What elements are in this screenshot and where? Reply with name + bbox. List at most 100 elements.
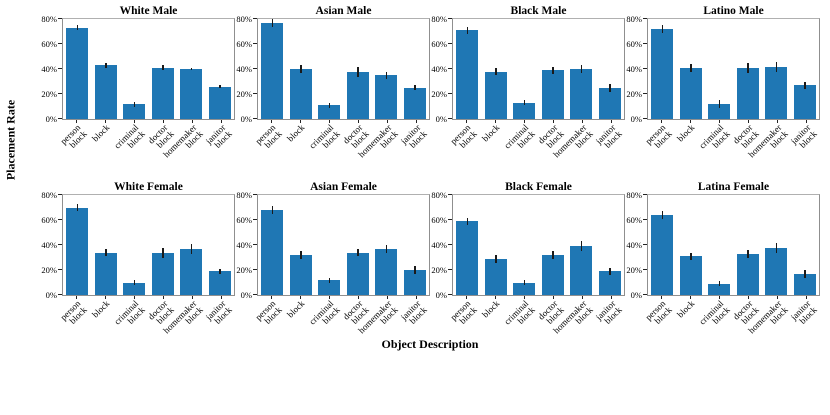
plot-row: 0% 20% 40% 60% 80% [430, 190, 625, 299]
x-tick-mark [329, 296, 331, 299]
y-tick-mark [643, 18, 647, 19]
error-bar [661, 25, 663, 33]
bar-slot [734, 195, 763, 295]
y-tick-mark [643, 93, 647, 94]
bar-slot [453, 19, 482, 119]
chart-title: Black Male [510, 5, 567, 17]
y-tick-label: 80% [626, 13, 642, 24]
bar-slot [539, 19, 568, 119]
y-tick-label: 80% [41, 189, 57, 200]
error-bar [105, 248, 107, 257]
error-bar [271, 19, 273, 27]
chart-title: Asian Female [310, 181, 377, 193]
plot-row: 0% 20% 40% 60% 80% [40, 14, 235, 123]
y-tick-label: 40% [236, 63, 252, 74]
y-tick-label: 0% [435, 113, 447, 124]
x-tick-mark [747, 296, 749, 299]
bar [375, 71, 398, 119]
y-tick-label: 40% [41, 239, 57, 250]
bar [208, 268, 231, 295]
bar [403, 266, 426, 295]
error-bar [357, 248, 359, 257]
y-tick-label: 40% [236, 239, 252, 250]
y-tick-mark [448, 244, 452, 245]
bar [679, 64, 702, 119]
y-tick-mark [448, 93, 452, 94]
chart-title: Latino Male [703, 5, 764, 17]
y-tick-label: 0% [45, 113, 57, 124]
bar [598, 84, 621, 119]
plot-area [647, 18, 820, 120]
y-tick-label: 60% [236, 214, 252, 225]
error-bar [190, 67, 192, 71]
error-bar [466, 26, 468, 34]
y-tick-mark [643, 219, 647, 220]
y-tick-label: 80% [236, 13, 252, 24]
x-axis: person block block criminal block doctor block… [449, 296, 625, 352]
plot-row: 0% 20% 40% 60% 80% [235, 14, 430, 123]
error-bar [580, 241, 582, 252]
bar-slot [791, 195, 820, 295]
y-tick-mark [58, 194, 62, 195]
bar [289, 65, 312, 119]
bar [346, 66, 369, 119]
bar [456, 217, 479, 295]
x-tick-mark [581, 296, 583, 299]
y-tick-mark [448, 68, 452, 69]
y-tick-mark [58, 18, 62, 19]
x-tick-mark [466, 120, 468, 123]
bar [736, 62, 759, 119]
bar [456, 26, 479, 119]
chart-title: Asian Male [315, 5, 372, 17]
x-tick-mark [495, 120, 497, 123]
x-tick-mark [719, 296, 721, 299]
y-tick-mark [58, 118, 62, 119]
bar-slot [344, 19, 373, 119]
y-tick-mark [253, 269, 257, 270]
error-bar [162, 65, 164, 71]
error-bar [775, 242, 777, 253]
bar-slot [315, 19, 344, 119]
bar [651, 25, 674, 119]
x-tick-mark [105, 120, 107, 123]
y-axis: 0% 20% 40% 60% 80% [430, 190, 452, 299]
bar [94, 62, 117, 119]
bar [765, 242, 788, 295]
bar-slot [177, 19, 206, 119]
x-tick-mark [357, 296, 359, 299]
error-bar [219, 85, 221, 88]
bar [66, 25, 89, 119]
error-bar [690, 252, 692, 260]
bar-slot [482, 19, 511, 119]
y-axis: 0% 20% 40% 60% 80% [625, 190, 647, 299]
y-tick-mark [253, 118, 257, 119]
bar-slot [401, 19, 430, 119]
y-axis: 0% 20% 40% 60% 80% [235, 14, 257, 123]
bar-slot [177, 195, 206, 295]
bar-slot [63, 19, 92, 119]
y-tick-label: 40% [431, 239, 447, 250]
chart-title: Latina Female [697, 181, 770, 193]
y-tick-mark [643, 68, 647, 69]
y-axis: 0% 20% 40% 60% 80% [235, 190, 257, 299]
bar [513, 280, 536, 295]
x-tick-mark [415, 296, 417, 299]
y-axis: 0% 20% 40% 60% 80% [40, 190, 62, 299]
plot-area [452, 194, 625, 296]
bar-slot [453, 195, 482, 295]
bar-slot [206, 19, 235, 119]
bar-slot [762, 19, 791, 119]
bar-slot [63, 195, 92, 295]
error-bar [609, 84, 611, 92]
bar-slot [344, 195, 373, 295]
bar-slot [287, 195, 316, 295]
y-tick-label: 80% [626, 189, 642, 200]
bar [570, 241, 593, 295]
y-tick-label: 0% [630, 113, 642, 124]
y-tick-mark [253, 244, 257, 245]
x-axis: person block block criminal block doctor block… [449, 120, 625, 176]
subplot: Asian Female 0% 20% 40% 60% 80% person block blo… [235, 176, 430, 352]
bar [708, 100, 731, 119]
x-axis: person block block criminal block doctor block… [59, 296, 235, 352]
y-tick-mark [58, 269, 62, 270]
